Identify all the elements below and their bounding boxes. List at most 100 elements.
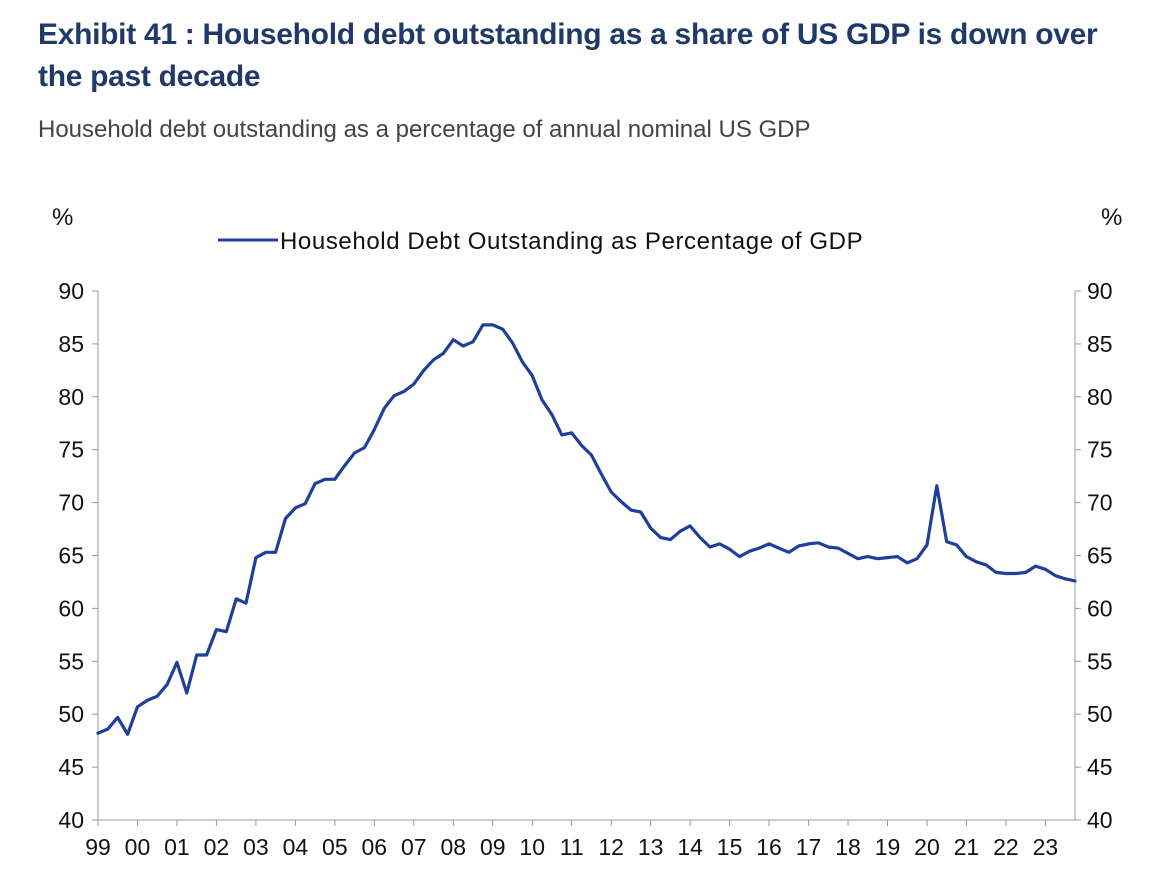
data-point: [363, 446, 366, 449]
x-tick-label: 15: [717, 834, 743, 860]
x-tick-label: 08: [440, 834, 466, 860]
data-point: [876, 557, 879, 560]
data-point: [195, 654, 198, 656]
data-point: [541, 399, 543, 401]
y-tick-label-right: 50: [1087, 701, 1113, 727]
data-point: [827, 546, 830, 548]
y-tick-label-right: 90: [1087, 278, 1113, 304]
y-tick-label-left: 90: [58, 278, 84, 304]
y-tick-label-right: 40: [1087, 807, 1113, 833]
data-point: [274, 551, 277, 554]
data-point: [432, 359, 435, 361]
data-point: [126, 733, 129, 736]
data-point: [679, 530, 682, 532]
data-point: [570, 432, 573, 434]
x-tick-label: 19: [875, 834, 901, 860]
data-point: [669, 538, 672, 541]
y-tick-label-right: 55: [1087, 648, 1113, 674]
data-point: [245, 602, 247, 604]
data-point: [936, 484, 938, 487]
data-point: [600, 473, 603, 475]
left-axis-unit: %: [52, 204, 73, 231]
data-point: [995, 571, 997, 574]
data-point: [215, 628, 218, 631]
data-point: [531, 374, 533, 377]
data-point: [620, 500, 622, 503]
exhibit-subtitle: Household debt outstanding as a percenta…: [38, 116, 811, 143]
y-tick-label-right: 45: [1087, 754, 1113, 780]
y-tick-label-left: 55: [58, 648, 84, 674]
data-point: [649, 527, 652, 529]
data-point: [561, 434, 563, 436]
x-tick-label: 05: [322, 834, 348, 860]
data-point: [511, 342, 514, 344]
data-point: [1074, 580, 1076, 582]
data-point: [422, 369, 425, 372]
x-tick-label: 14: [677, 834, 703, 860]
y-tick-label-left: 50: [58, 701, 84, 727]
x-tick-label: 01: [164, 834, 190, 860]
series-line-household-debt: [96, 323, 1077, 736]
data-point: [709, 546, 711, 548]
data-point: [166, 683, 168, 686]
data-point: [482, 324, 484, 326]
x-tick-label: 23: [1033, 834, 1059, 860]
data-point: [926, 544, 928, 546]
data-point: [107, 728, 109, 730]
data-point: [294, 507, 297, 509]
data-point: [817, 542, 820, 544]
data-point: [768, 543, 770, 545]
y-tick-label-right: 60: [1087, 595, 1113, 621]
data-point: [343, 464, 346, 467]
y-tick-label-right: 80: [1087, 384, 1113, 410]
data-point: [857, 557, 859, 560]
y-tick-label-left: 60: [58, 595, 84, 621]
data-point: [146, 699, 149, 702]
x-tick-label: 13: [638, 834, 664, 860]
data-point: [778, 547, 780, 549]
data-point: [551, 414, 553, 416]
data-point: [847, 552, 849, 555]
x-tick-label: 17: [796, 834, 822, 860]
right-axis-unit: %: [1101, 204, 1122, 231]
data-point: [1044, 568, 1047, 571]
x-tick-label: 06: [362, 834, 388, 860]
data-point: [255, 556, 257, 559]
data-point: [314, 482, 316, 485]
data-point: [728, 548, 731, 550]
y-tick-label-right: 85: [1087, 331, 1113, 357]
y-tick-label-left: 85: [58, 331, 84, 357]
data-point: [1054, 574, 1057, 577]
data-point: [136, 706, 139, 708]
data-point: [452, 338, 455, 341]
data-point: [393, 394, 395, 397]
data-point: [797, 545, 800, 547]
data-point: [334, 478, 336, 481]
x-tick-label: 02: [204, 834, 230, 860]
data-point: [324, 478, 326, 481]
x-tick-label: 09: [480, 834, 506, 860]
x-tick-label: 21: [954, 834, 980, 860]
data-point: [501, 328, 504, 330]
data-point: [1024, 571, 1027, 574]
exhibit-title: Exhibit 41 : Household debt outstanding …: [38, 18, 1098, 93]
data-point: [225, 630, 228, 633]
data-point: [403, 390, 405, 393]
data-point: [886, 556, 889, 559]
y-tick-label-right: 75: [1087, 437, 1113, 463]
x-tick-label: 03: [243, 834, 269, 860]
data-point: [718, 543, 721, 545]
data-point: [413, 383, 415, 385]
data-point: [975, 561, 978, 563]
y-tick-label-right: 65: [1087, 543, 1113, 569]
data-point: [472, 341, 474, 343]
data-point: [235, 598, 237, 600]
data-point: [689, 525, 691, 527]
data-point: [945, 540, 948, 543]
x-tick-label: 18: [835, 834, 861, 860]
x-tick-label: 10: [519, 834, 545, 860]
data-point: [590, 454, 593, 456]
data-point: [97, 732, 99, 734]
data-point: [156, 695, 158, 697]
